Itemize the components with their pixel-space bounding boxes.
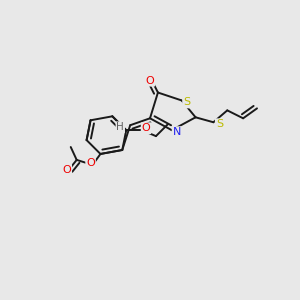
Text: N: N	[172, 127, 181, 137]
Text: O: O	[62, 165, 71, 175]
Text: O: O	[86, 158, 95, 168]
Text: S: S	[183, 98, 190, 107]
Text: S: S	[216, 119, 223, 129]
Text: O: O	[142, 123, 150, 133]
Text: O: O	[146, 76, 154, 85]
Text: H: H	[116, 122, 124, 132]
